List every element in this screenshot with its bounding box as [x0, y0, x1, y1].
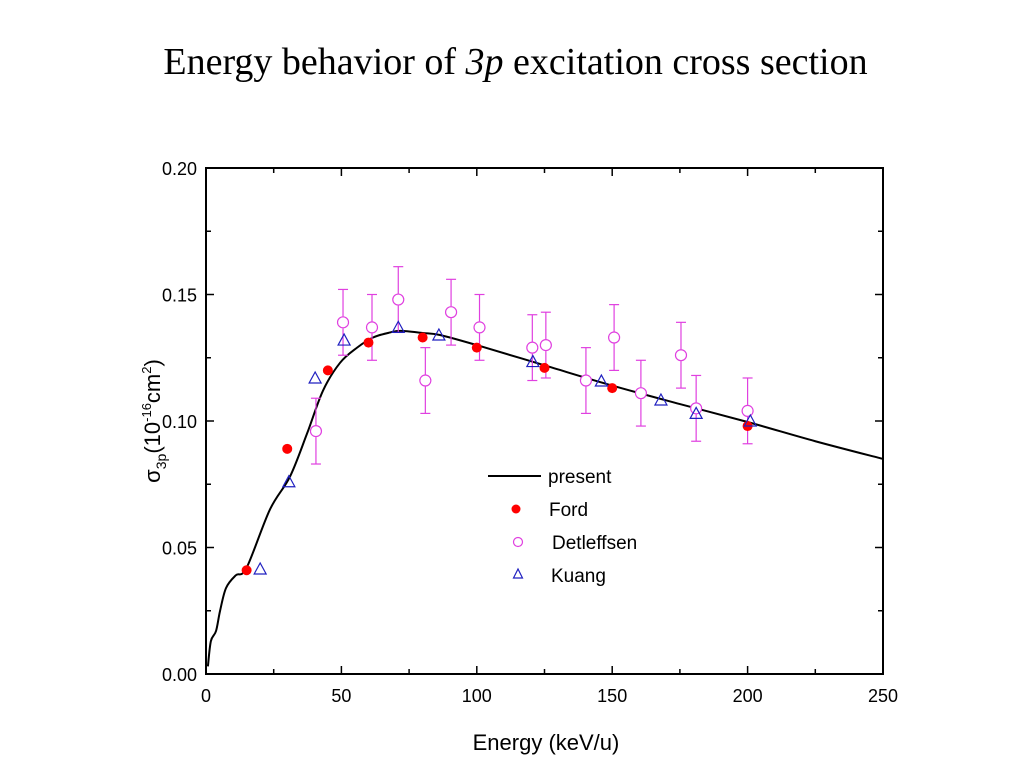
y-tick-label: 0.05 — [162, 539, 197, 559]
marker-layer — [241, 266, 758, 576]
ford-point — [471, 342, 482, 353]
legend-label-kuang: Kuang — [551, 566, 606, 587]
detleffsen-point — [336, 316, 350, 329]
detleffsen-point — [309, 425, 323, 438]
kuang-point — [281, 474, 296, 488]
kuang-point — [253, 561, 268, 575]
kuang-point — [431, 327, 446, 341]
detleffsen-point — [365, 321, 379, 334]
legend-marker-detleffsen — [512, 536, 524, 548]
plot-frame — [205, 167, 884, 675]
ford-point — [241, 565, 252, 576]
kuang-point — [689, 406, 704, 420]
y-label-exp2: 2 — [139, 367, 154, 374]
x-tick-label: 200 — [733, 686, 763, 706]
detleffsen-point — [741, 404, 754, 417]
detleffsen-point — [444, 306, 458, 319]
y-label-open: (10 — [140, 422, 165, 454]
ford-point — [607, 383, 618, 394]
y-tick-label: 0.20 — [162, 159, 197, 179]
kuang-point — [525, 354, 540, 368]
x-tick-label: 50 — [331, 686, 351, 706]
title-prefix: Energy behavior of — [163, 41, 466, 83]
y-label-close: ) — [140, 359, 165, 366]
ford-point — [322, 365, 333, 376]
x-tick-label: 0 — [201, 686, 211, 706]
chart-title: Energy behavior of 3p excitation cross s… — [0, 40, 1024, 84]
kuang-point — [594, 373, 609, 387]
legend-label-detleffsen: Detleffsen — [552, 533, 637, 554]
kuang-point — [391, 320, 406, 333]
y-axis-label: σ3p(10-16cm2) — [139, 359, 169, 483]
detleffsen-point — [579, 374, 593, 387]
legend-label-ford: Ford — [549, 500, 588, 521]
y-tick-label: 0.15 — [162, 286, 197, 306]
legend-label-present: present — [548, 467, 612, 488]
axis-ticks — [205, 167, 884, 675]
detleffsen-point — [634, 387, 648, 400]
x-axis-label: Energy (keV/u) — [473, 730, 620, 755]
ford-point — [282, 443, 293, 454]
detleffsen-point — [674, 349, 688, 362]
axis-tick-labels: 0 50 100 150 200 250 0.00 0.05 0.10 0.15 0.20 — [162, 159, 898, 706]
detleffsen-point — [419, 374, 432, 387]
detleffsen-point — [473, 321, 486, 334]
series-present-line — [206, 329, 884, 667]
detleffsen-point — [526, 341, 539, 354]
curve-layer — [206, 329, 884, 667]
y-label-subscript: 3p — [153, 453, 169, 469]
ford-point — [417, 332, 428, 343]
kuang-point — [337, 332, 352, 346]
legend-marker-kuang — [512, 567, 524, 579]
x-tick-label: 150 — [597, 686, 627, 706]
title-suffix: excitation cross section — [503, 41, 868, 83]
x-tick-label: 100 — [462, 686, 492, 706]
kuang-point — [308, 370, 323, 384]
title-italic: 3p — [465, 41, 504, 83]
x-tick-label: 250 — [868, 686, 898, 706]
y-label-exp1: -16 — [139, 403, 154, 422]
detleffsen-point — [392, 293, 405, 306]
kuang-point — [743, 413, 758, 427]
y-label-unit: cm — [140, 374, 165, 403]
y-tick-label: 0.10 — [162, 412, 197, 432]
legend: present Ford Detleffsen Kuang — [488, 467, 637, 587]
kuang-point — [653, 392, 668, 406]
ford-point — [363, 337, 374, 348]
ford-point — [539, 362, 550, 373]
y-label-symbol: σ — [140, 469, 165, 483]
detleffsen-point — [539, 339, 552, 352]
detleffsen-point — [607, 331, 621, 344]
y-tick-label: 0.00 — [162, 665, 197, 685]
legend-marker-ford — [511, 504, 521, 514]
